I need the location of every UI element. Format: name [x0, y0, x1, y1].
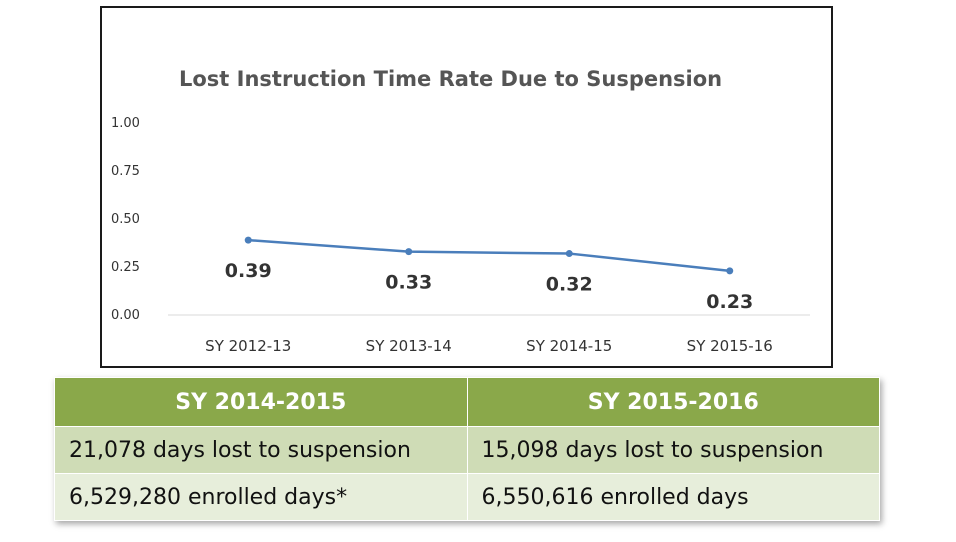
data-label: 0.39	[225, 260, 272, 282]
x-axis-categories: SY 2012-13 SY 2013-14 SY 2014-15 SY 2015-16	[205, 337, 773, 355]
y-tick-label: 0.00	[111, 308, 140, 323]
data-point	[405, 248, 413, 256]
chart-title: Lost Instruction Time Rate Due to Suspen…	[179, 67, 722, 91]
table-cell: 21,078 days lost to suspension	[54, 426, 468, 474]
data-point	[726, 267, 734, 275]
table-row: 6,529,280 enrolled days* 6,550,616 enrol…	[54, 473, 880, 521]
data-labels: 0.39 0.33 0.32 0.23	[225, 260, 753, 313]
suspension-stats-table: SY 2014-2015 SY 2015-2016 21,078 days lo…	[54, 377, 880, 521]
x-category-label: SY 2012-13	[205, 337, 291, 355]
x-category-label: SY 2013-14	[366, 337, 452, 355]
y-axis-ticks: 1.00 0.75 0.50 0.25 0.00	[111, 116, 140, 323]
y-tick-label: 0.50	[111, 212, 140, 227]
data-label: 0.33	[385, 272, 432, 294]
table-header-cell: SY 2015-2016	[466, 377, 880, 427]
x-category-label: SY 2015-16	[687, 337, 773, 355]
table-header-row: SY 2014-2015 SY 2015-2016	[54, 377, 880, 427]
y-tick-label: 1.00	[111, 116, 140, 131]
table-cell: 6,550,616 enrolled days	[466, 473, 880, 521]
x-category-label: SY 2014-15	[526, 337, 612, 355]
data-point	[565, 250, 573, 258]
line-chart: Lost Instruction Time Rate Due to Suspen…	[111, 67, 810, 355]
table-cell: 6,529,280 enrolled days*	[54, 473, 468, 521]
series-line	[248, 238, 730, 273]
table-row: 21,078 days lost to suspension 15,098 da…	[54, 426, 880, 474]
chart-frame: Lost Instruction Time Rate Due to Suspen…	[100, 6, 833, 368]
data-label: 0.23	[706, 291, 753, 313]
y-tick-label: 0.75	[111, 164, 140, 179]
series-group	[244, 236, 734, 275]
data-label: 0.32	[546, 274, 593, 296]
data-point	[244, 236, 252, 244]
table-cell: 15,098 days lost to suspension	[466, 426, 880, 474]
table-header-cell: SY 2014-2015	[54, 377, 468, 427]
y-tick-label: 0.25	[111, 260, 140, 275]
